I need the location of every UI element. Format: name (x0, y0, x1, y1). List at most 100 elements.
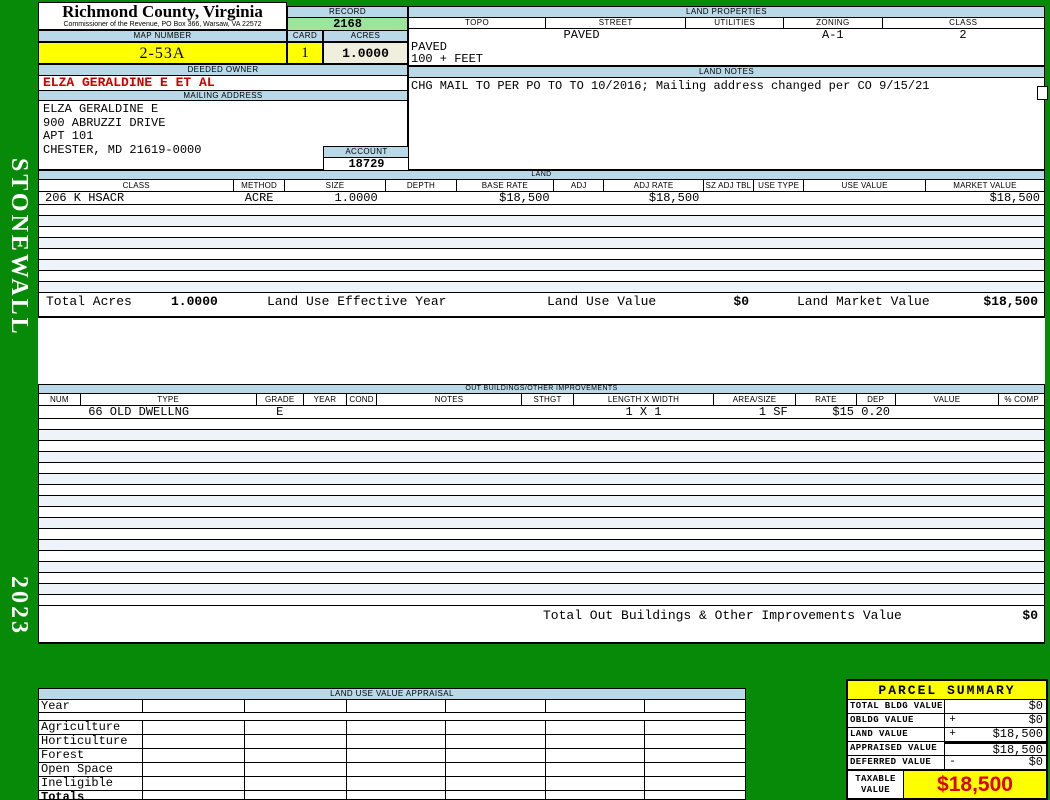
ob-empty-row (39, 528, 1044, 539)
card-label: CARD (287, 30, 323, 42)
land-use-value-label: Land Use Value (547, 293, 657, 309)
lua-label: Open Space (39, 762, 144, 777)
acres-label: ACRES (323, 30, 408, 42)
deeded-owner-name: ELZA GERALDINE E ET AL (43, 75, 215, 90)
address-line-4: CHESTER, MD 21619-0000 (43, 142, 202, 157)
lua-row-forest: Forest (39, 748, 745, 763)
deferred-value: $0 (1028, 755, 1043, 769)
land-base-rate: $18,500 (499, 191, 550, 204)
account-value: 18729 (348, 157, 385, 171)
record-value[interactable]: 2168 (288, 18, 407, 30)
lua-row-horticulture: Horticulture (39, 734, 745, 749)
out-buildings-table: NUM TYPE GRADE YEAR COND NOTES STHGT LENGTH … (39, 394, 1044, 606)
lua-label: Ineligible (39, 776, 144, 791)
land-class: 206 K HSACR (45, 191, 125, 204)
land-use-appraisal-title: LAND USE VALUE APPRAISAL (39, 689, 745, 700)
land-properties-table: TOPO STREET UTILITIES ZONING CLASS PAVED… (409, 18, 1044, 41)
ob-empty-row (39, 572, 1044, 583)
address-line-1: ELZA GERALDINE E (43, 102, 159, 116)
land-section-title: LAND (39, 171, 1044, 180)
ob-empty-row (39, 418, 1044, 429)
record-label: RECORD (288, 7, 407, 18)
parcel-summary-panel: PARCEL SUMMARY TOTAL BLDG VALUE $0 OBLDG… (846, 679, 1048, 800)
land-empty-row (39, 237, 1044, 248)
land-market-value: $18,500 (989, 191, 1040, 204)
ob-empty-row (39, 462, 1044, 473)
zoning-value: A-1 (822, 27, 844, 42)
land-properties-header-row: TOPO STREET UTILITIES ZONING CLASS (409, 18, 1044, 29)
parcel-summary-taxable-row: TAXABLE VALUE $18,500 (848, 770, 1046, 798)
parcel-summary-row-total-bldg: TOTAL BLDG VALUE $0 (848, 700, 1046, 714)
land-notes-panel: LAND NOTES CHG MAIL TO PER PO TO TO 10/2… (408, 66, 1045, 170)
out-buildings-total-label: Total Out Buildings & Other Improvements… (543, 607, 902, 623)
ob-area-size: 1 SF (758, 405, 788, 418)
ob-empty-row (39, 484, 1044, 495)
lua-row-agriculture: Agriculture (39, 720, 745, 735)
parcel-summary-title: PARCEL SUMMARY (848, 681, 1046, 700)
out-buildings-section: OUT BUILDINGS/OTHER IMPROVEMENTS NUM TYPE… (38, 384, 1045, 644)
land-properties-title: LAND PROPERTIES (409, 7, 1044, 18)
land-empty-row (39, 281, 1044, 292)
lua-totals-label: Totals (39, 790, 144, 799)
ob-empty-row (39, 506, 1044, 517)
out-buildings-row-1: 66 OLD DWELLNG E 1 X 1 1 SF $15 0.20 (39, 405, 1044, 418)
account-label: ACCOUNT (324, 147, 409, 158)
address-line-3: APT 101 (43, 129, 94, 143)
card-value[interactable]: 1 (287, 42, 323, 64)
land-size: 1.0000 (334, 191, 378, 204)
land-properties-values-row: PAVED A-1 2 (409, 28, 1044, 41)
ob-cond (347, 405, 377, 418)
street-value: PAVED (563, 27, 600, 42)
ob-empty-row (39, 583, 1044, 594)
land-depth (386, 191, 456, 204)
land-empty-row (39, 248, 1044, 259)
ob-dep: 0.20 (861, 405, 891, 418)
ob-empty-row (39, 429, 1044, 440)
lua-row-ineligible: Ineligible (39, 776, 745, 791)
map-number-value[interactable]: 2-53A (38, 42, 287, 64)
total-acres-label: Total Acres (46, 293, 132, 309)
ob-empty-row (39, 473, 1044, 484)
ob-rate: $15 (832, 405, 855, 418)
account-field: ACCOUNT 18729 (323, 146, 409, 171)
ob-empty-row (39, 550, 1044, 561)
land-row-1: 206 K HSACR ACRE 1.0000 $18,500 $18,500 … (39, 191, 1044, 204)
acres-value[interactable]: 1.0000 (323, 42, 408, 64)
land-adj-rate: $18,500 (648, 191, 700, 204)
total-acres-value: 1.0000 (171, 293, 218, 309)
topo-line-1: PAVED (411, 39, 448, 54)
deeded-owner-title: DEEDED OWNER (39, 65, 407, 76)
total-bldg-value: $0 (1028, 699, 1043, 713)
land-header-row: CLASS METHOD SIZE DEPTH BASE RATE ADJ ADJ R… (39, 180, 1044, 192)
land-use-value (804, 191, 926, 204)
ob-num (39, 405, 80, 418)
notes-edge-tab[interactable] (1037, 86, 1048, 100)
land-use-appraisal-section: LAND USE VALUE APPRAISAL Year Agricultur… (38, 688, 746, 800)
land-table: CLASS METHOD SIZE DEPTH BASE RATE ADJ ADJ R… (39, 180, 1044, 293)
map-number-label: MAP NUMBER (38, 30, 287, 42)
land-empty-row (39, 215, 1044, 226)
lua-row-open-space: Open Space (39, 762, 745, 777)
ob-empty-row (39, 440, 1044, 451)
land-use-categories-table: Agriculture Horticulture Forest Open Spa… (39, 720, 745, 799)
land-empty-row (39, 259, 1044, 270)
ob-empty-row (39, 594, 1044, 605)
land-notes-text[interactable]: CHG MAIL TO PER PO TO TO 10/2016; Mailin… (411, 79, 930, 93)
out-buildings-title: OUT BUILDINGS/OTHER IMPROVEMENTS (39, 385, 1044, 394)
land-section: LAND CLASS METHOD SIZE DEPTH BASE RATE ADJ … (38, 170, 1045, 318)
lua-label: Forest (39, 748, 144, 763)
lua-label: Horticulture (39, 734, 144, 749)
land-use-year-table: Year (39, 700, 745, 713)
land-use-type (754, 191, 804, 204)
land-empty-row (39, 270, 1044, 281)
taxable-value: $18,500 (937, 773, 1013, 796)
ob-sthgt (521, 405, 573, 418)
owner-panel: DEEDED OWNER ELZA GERALDINE E ET AL MAIL… (38, 64, 409, 171)
land-market-value-total: $18,500 (983, 293, 1038, 309)
out-buildings-total-value: $0 (1022, 607, 1038, 623)
record-field: RECORD 2168 (287, 6, 408, 30)
obldg-value: $0 (1028, 713, 1043, 727)
taxable-value-label: TAXABLE VALUE (848, 771, 904, 798)
lua-year-row: Year (39, 700, 745, 713)
